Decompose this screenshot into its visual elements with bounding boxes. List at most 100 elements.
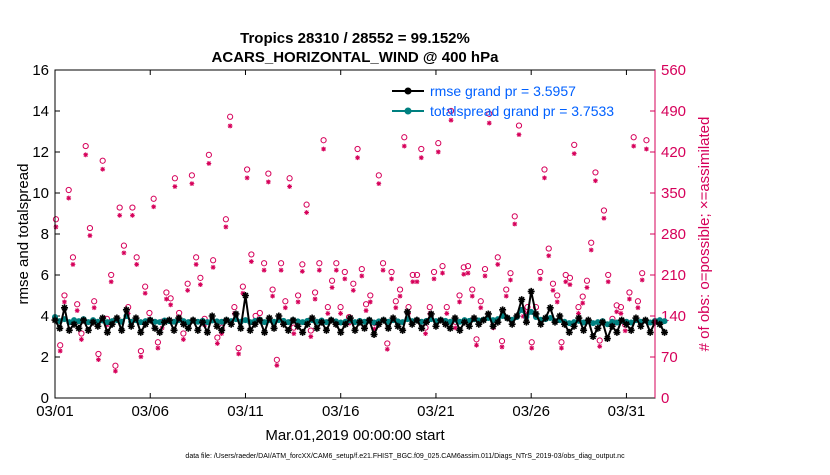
obs-possible-marker bbox=[154, 339, 162, 346]
obs-possible-marker bbox=[333, 260, 340, 267]
obs-possible-marker bbox=[205, 151, 212, 158]
obs-assimilated-marker bbox=[164, 296, 169, 302]
rmse-point bbox=[322, 326, 330, 334]
obs-assimilated-marker bbox=[499, 344, 505, 350]
obs-possible-marker bbox=[600, 207, 608, 214]
rmse-point bbox=[80, 316, 88, 324]
rmse-point bbox=[132, 314, 140, 322]
rmse-point bbox=[308, 314, 316, 322]
obs-possible-marker bbox=[630, 134, 637, 141]
obs-possible-marker bbox=[277, 260, 285, 267]
obs-assimilated-marker bbox=[355, 155, 360, 161]
obs-possible-marker bbox=[579, 293, 586, 300]
obs-assimilated-marker bbox=[559, 345, 564, 351]
rmse-point bbox=[89, 318, 97, 326]
obs-possible-marker bbox=[197, 274, 204, 281]
y2-tick-label: 0 bbox=[661, 390, 669, 407]
obs-assimilated-marker bbox=[121, 250, 127, 256]
obs-assimilated-marker bbox=[431, 276, 437, 282]
rmse-point bbox=[56, 324, 64, 332]
obs-possible-marker bbox=[354, 145, 361, 153]
obs-possible-marker bbox=[133, 254, 140, 261]
obs-assimilated-marker bbox=[542, 175, 547, 181]
obs-assimilated-marker bbox=[448, 117, 454, 123]
obs-possible-marker bbox=[235, 345, 242, 352]
y-tick-label: 4 bbox=[41, 308, 49, 325]
obs-assimilated-marker bbox=[367, 299, 373, 305]
spread-point bbox=[594, 319, 601, 326]
obs-possible-marker bbox=[184, 280, 191, 287]
obs-possible-marker bbox=[562, 271, 569, 279]
obs-possible-marker bbox=[286, 175, 293, 182]
rmse-point bbox=[265, 314, 273, 322]
obs-possible-marker bbox=[545, 245, 552, 252]
rmse-point bbox=[546, 304, 554, 312]
obs-possible-marker bbox=[171, 175, 178, 182]
rmse-point bbox=[399, 326, 407, 334]
rmse-point bbox=[165, 316, 173, 324]
rmse-point bbox=[151, 324, 159, 332]
rmse-point bbox=[375, 320, 383, 328]
rmse-point bbox=[194, 326, 202, 334]
obs-possible-marker bbox=[261, 260, 268, 267]
obs-assimilated-marker bbox=[333, 267, 339, 273]
rmse-point bbox=[656, 320, 664, 328]
rmse-point bbox=[527, 287, 535, 295]
obs-possible-marker bbox=[583, 277, 591, 284]
obs-assimilated-marker bbox=[418, 155, 424, 161]
rmse-point bbox=[108, 320, 116, 328]
rmse-point bbox=[232, 310, 240, 318]
obs-assimilated-marker bbox=[134, 262, 140, 267]
obs-possible-marker bbox=[473, 336, 480, 343]
rmse-point bbox=[256, 316, 264, 324]
obs-possible-marker bbox=[74, 301, 81, 308]
obs-possible-marker bbox=[227, 113, 234, 120]
obs-possible-marker bbox=[460, 264, 467, 271]
y2-tick-label: 70 bbox=[661, 349, 678, 366]
rmse-point bbox=[175, 314, 183, 322]
obs-possible-marker bbox=[57, 342, 64, 349]
obs-assimilated-marker bbox=[571, 151, 577, 157]
rmse-point bbox=[370, 330, 378, 338]
obs-possible-marker bbox=[592, 169, 599, 176]
obs-possible-marker bbox=[486, 110, 493, 117]
obs-assimilated-marker bbox=[580, 300, 586, 306]
legend-spread-marker bbox=[404, 107, 412, 115]
obs-assimilated-marker bbox=[372, 326, 377, 332]
obs-possible-marker bbox=[566, 274, 574, 281]
rmse-point bbox=[289, 316, 297, 324]
obs-possible-marker bbox=[507, 270, 514, 277]
obs-assimilated-marker bbox=[138, 354, 144, 360]
obs-possible-marker bbox=[222, 216, 229, 223]
obs-assimilated-marker bbox=[304, 210, 309, 215]
obs-assimilated-marker bbox=[376, 181, 382, 187]
obs-assimilated-marker bbox=[618, 311, 624, 316]
obs-assimilated-marker bbox=[350, 287, 356, 293]
obs-possible-marker bbox=[498, 338, 506, 345]
plot-area bbox=[55, 70, 655, 398]
obs-possible-marker bbox=[193, 254, 200, 261]
obs-possible-marker bbox=[617, 304, 625, 311]
obs-assimilated-marker bbox=[299, 268, 305, 274]
x-tick-label: 03/16 bbox=[322, 403, 360, 420]
obs-assimilated-marker bbox=[486, 120, 492, 126]
rmse-series bbox=[51, 287, 669, 343]
rmse-point bbox=[218, 326, 226, 334]
obs-assimilated-marker bbox=[53, 224, 59, 230]
chart-subtitle: ACARS_HORIZONTAL_WIND @ 400 hPa bbox=[212, 49, 500, 66]
spread-point bbox=[609, 318, 616, 325]
rmse-point bbox=[570, 322, 578, 330]
obs-possible-marker bbox=[558, 339, 565, 346]
obs-assimilated-marker bbox=[325, 311, 331, 316]
obs-possible-marker bbox=[401, 134, 408, 141]
obs-possible-marker bbox=[248, 251, 255, 258]
obs-possible-marker bbox=[571, 141, 578, 148]
obs-possible-marker bbox=[643, 137, 650, 144]
rmse-point bbox=[637, 322, 645, 330]
obs-possible-marker bbox=[634, 298, 642, 305]
obs-possible-marker bbox=[549, 280, 557, 287]
obs-assimilated-marker bbox=[96, 357, 101, 363]
obs-possible-marker bbox=[362, 301, 370, 308]
rmse-point bbox=[122, 306, 130, 314]
x-tick-label: 03/06 bbox=[131, 403, 169, 420]
